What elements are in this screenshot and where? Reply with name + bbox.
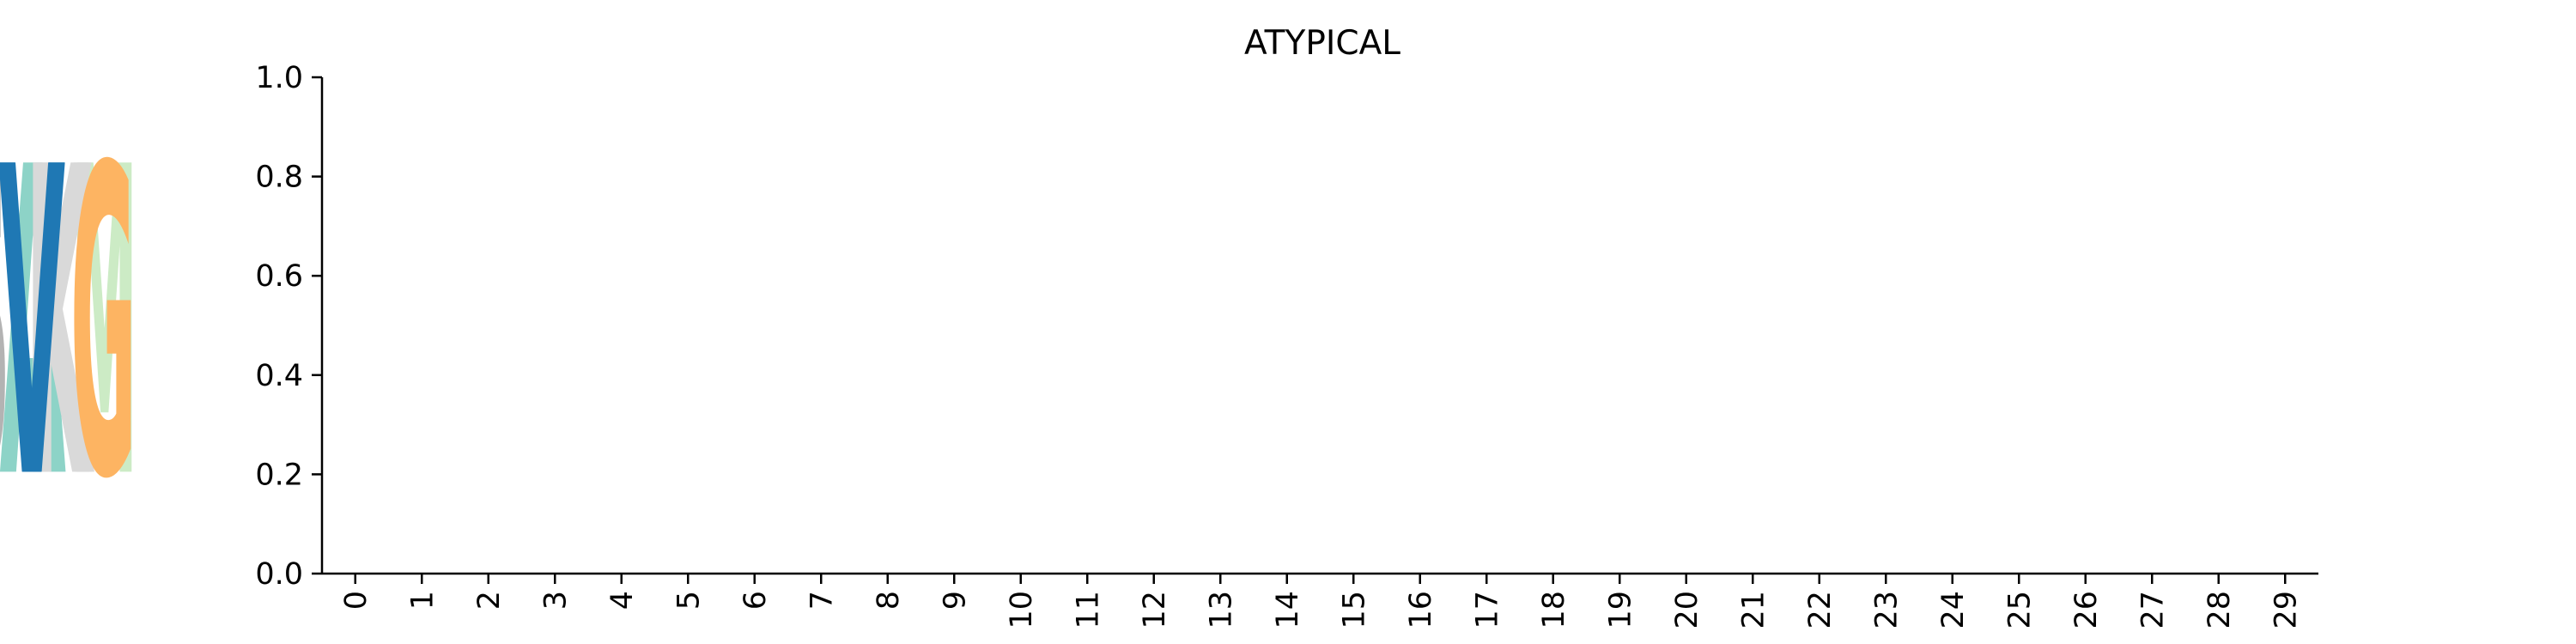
x-tick-label: 10 (1005, 591, 1039, 629)
x-tick-label: 9 (938, 591, 972, 610)
logo-letter-16: V (0, 79, 65, 573)
x-tick-label: 2 (472, 591, 507, 610)
x-tick-label: 17 (1470, 591, 1504, 629)
logo-letter-6: S (0, 79, 12, 573)
x-axis: 0 1 2 3 4 5 6 7 8 9 10 11 12 13 14 15 16 17 18 19 20 21 22 23 24… (322, 572, 2318, 629)
logo-letter-5: K (28, 78, 95, 572)
logo-letter-10: V (0, 79, 66, 573)
x-tick-label: 21 (1736, 591, 1771, 629)
x-tick-label: 0 (339, 591, 374, 610)
x-tick-label: 14 (1271, 591, 1305, 629)
y-tick-label: 0.0 (255, 557, 303, 592)
y-axis: 0.0 0.2 0.4 0.6 0.8 1.0 (255, 61, 324, 592)
x-tick-label: 23 (1869, 591, 1904, 629)
x-tick-label: 25 (2002, 591, 2037, 629)
x-tick-label: 15 (1337, 591, 1371, 629)
x-tick-label: 18 (1537, 591, 1571, 629)
y-tick-label: 0.8 (255, 161, 303, 195)
y-tick-label: 0.4 (255, 359, 303, 393)
x-tick-label: 7 (805, 591, 839, 610)
y-tick-label: 0.6 (255, 259, 303, 294)
x-tick-label: 22 (1803, 591, 1838, 629)
x-tick-label: 13 (1204, 591, 1238, 629)
logo-letter-1: A (0, 79, 67, 573)
x-tick-label: 1 (405, 591, 440, 610)
x-tick-label: 3 (538, 591, 573, 610)
x-tick-label: 20 (1670, 591, 1704, 629)
letter-glyphs: MAFLKKSLFLVLFLGLVSLS (0, 77, 137, 573)
x-tick-label: 8 (872, 591, 906, 610)
y-tick-label: 0.2 (255, 458, 303, 492)
x-tick-label: 27 (2136, 591, 2170, 629)
x-tick-label: 4 (605, 591, 640, 610)
x-tick-label: 11 (1071, 591, 1105, 629)
x-tick-label: 26 (2069, 591, 2104, 629)
chart-title: ATYPICAL (1244, 24, 1400, 63)
x-tick-label: 12 (1138, 591, 1172, 629)
logo-letter-2: F (0, 77, 5, 572)
x-tick-label: 5 (671, 591, 706, 610)
x-tick-label: 28 (2202, 591, 2237, 629)
logo-letter-4: K (26, 78, 93, 572)
x-tick-label: 24 (1936, 591, 1971, 629)
logo-letter-14: G (70, 78, 137, 572)
x-tick-label: 16 (1404, 591, 1438, 629)
x-tick-label: 19 (1603, 591, 1637, 629)
y-tick-label: 1.0 (255, 61, 303, 95)
logo-letter-0: M (71, 80, 137, 573)
x-tick-label: 6 (738, 591, 773, 610)
x-tick-label: 29 (2269, 591, 2303, 629)
